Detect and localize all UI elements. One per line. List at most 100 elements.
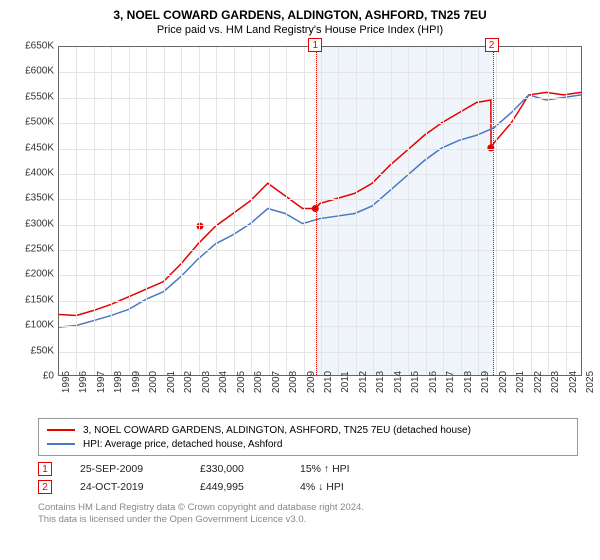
y-axis-label: £500K [10, 117, 54, 128]
x-axis-label: 2009 [306, 371, 317, 393]
x-axis-label: 2019 [480, 371, 491, 393]
marker-badge: 1 [38, 462, 52, 476]
x-axis-label: 1999 [131, 371, 142, 393]
gridline-h [59, 326, 581, 327]
gridline-v [129, 47, 130, 375]
x-axis-label: 2014 [393, 371, 404, 393]
legend-label: 3, NOEL COWARD GARDENS, ALDINGTON, ASHFO… [83, 425, 471, 436]
footer-line: Contains HM Land Registry data © Crown c… [38, 502, 578, 514]
gridline-v [251, 47, 252, 375]
x-axis-label: 1997 [96, 371, 107, 393]
gridline-v [111, 47, 112, 375]
transaction-delta: 4% ↓ HPI [300, 481, 410, 493]
gridline-v [338, 47, 339, 375]
legend-row: 3, NOEL COWARD GARDENS, ALDINGTON, ASHFO… [47, 423, 569, 437]
x-axis-label: 2001 [166, 371, 177, 393]
table-row: 1 25-SEP-2009 £330,000 15% ↑ HPI [38, 460, 578, 478]
y-axis-label: £50K [10, 345, 54, 356]
y-axis-label: £550K [10, 91, 54, 102]
x-axis-label: 2022 [533, 371, 544, 393]
x-axis-label: 2002 [183, 371, 194, 393]
marker-line [493, 47, 494, 375]
x-axis-label: 2008 [288, 371, 299, 393]
gridline-h [59, 275, 581, 276]
table-row: 2 24-OCT-2019 £449,995 4% ↓ HPI [38, 478, 578, 496]
transaction-delta: 15% ↑ HPI [300, 463, 410, 475]
gridline-h [59, 123, 581, 124]
gridline-v [373, 47, 374, 375]
x-axis-label: 1995 [61, 371, 72, 393]
gridline-v [461, 47, 462, 375]
x-axis-label: 2018 [463, 371, 474, 393]
x-axis-label: 2006 [253, 371, 264, 393]
y-axis-label: £450K [10, 142, 54, 153]
gridline-v [391, 47, 392, 375]
series-property [59, 92, 581, 315]
gridline-h [59, 250, 581, 251]
x-axis-label: 2020 [498, 371, 509, 393]
y-axis-label: £300K [10, 218, 54, 229]
y-axis-label: £600K [10, 66, 54, 77]
marker-line [316, 47, 317, 375]
y-axis-label: £200K [10, 269, 54, 280]
gridline-v [321, 47, 322, 375]
gridline-h [59, 352, 581, 353]
gridline-v [216, 47, 217, 375]
gridline-v [566, 47, 567, 375]
gridline-h [59, 225, 581, 226]
x-axis-label: 2004 [218, 371, 229, 393]
y-axis-label: £0 [10, 371, 54, 382]
gridline-v [76, 47, 77, 375]
x-axis-label: 2011 [340, 371, 351, 393]
x-axis-label: 2021 [515, 371, 526, 393]
y-axis-label: £100K [10, 320, 54, 331]
gridline-v [94, 47, 95, 375]
x-axis-label: 2012 [358, 371, 369, 393]
x-axis-label: 1996 [78, 371, 89, 393]
x-axis-label: 2017 [445, 371, 456, 393]
x-axis-label: 2023 [550, 371, 561, 393]
transaction-date: 25-SEP-2009 [80, 463, 200, 475]
x-axis-label: 2025 [585, 371, 596, 393]
gridline-v [426, 47, 427, 375]
chart-container: 3, NOEL COWARD GARDENS, ALDINGTON, ASHFO… [0, 0, 600, 560]
y-axis-label: £150K [10, 294, 54, 305]
legend-swatch [47, 443, 75, 445]
gridline-h [59, 149, 581, 150]
y-axis-label: £650K [10, 41, 54, 52]
gridline-v [164, 47, 165, 375]
transactions-table: 1 25-SEP-2009 £330,000 15% ↑ HPI 2 24-OC… [38, 460, 578, 496]
gridline-v [548, 47, 549, 375]
gridline-v [478, 47, 479, 375]
x-axis-label: 2016 [428, 371, 439, 393]
x-axis-label: 2013 [375, 371, 386, 393]
gridline-v [496, 47, 497, 375]
gridline-v [356, 47, 357, 375]
marker-box: 2 [485, 38, 499, 52]
gridline-v [234, 47, 235, 375]
gridline-v [181, 47, 182, 375]
gridline-v [531, 47, 532, 375]
transaction-date: 24-OCT-2019 [80, 481, 200, 493]
gridline-h [59, 98, 581, 99]
chart-title: 3, NOEL COWARD GARDENS, ALDINGTON, ASHFO… [10, 8, 590, 22]
footer-line: This data is licensed under the Open Gov… [38, 514, 578, 526]
x-axis-label: 2010 [323, 371, 334, 393]
gridline-v [408, 47, 409, 375]
chart-area: £0£50K£100K£150K£200K£250K£300K£350K£400… [10, 42, 590, 412]
marker-badge: 2 [38, 480, 52, 494]
footer-attribution: Contains HM Land Registry data © Crown c… [38, 502, 578, 526]
gridline-v [146, 47, 147, 375]
gridline-h [59, 174, 581, 175]
gridline-v [269, 47, 270, 375]
plot-area [58, 46, 582, 376]
gridline-v [286, 47, 287, 375]
x-axis-label: 2015 [410, 371, 421, 393]
x-axis-label: 2024 [568, 371, 579, 393]
y-axis-label: £350K [10, 193, 54, 204]
legend-swatch [47, 429, 75, 431]
x-axis-label: 2003 [201, 371, 212, 393]
transaction-price: £449,995 [200, 481, 300, 493]
x-axis-label: 2000 [148, 371, 159, 393]
x-axis-label: 1998 [113, 371, 124, 393]
